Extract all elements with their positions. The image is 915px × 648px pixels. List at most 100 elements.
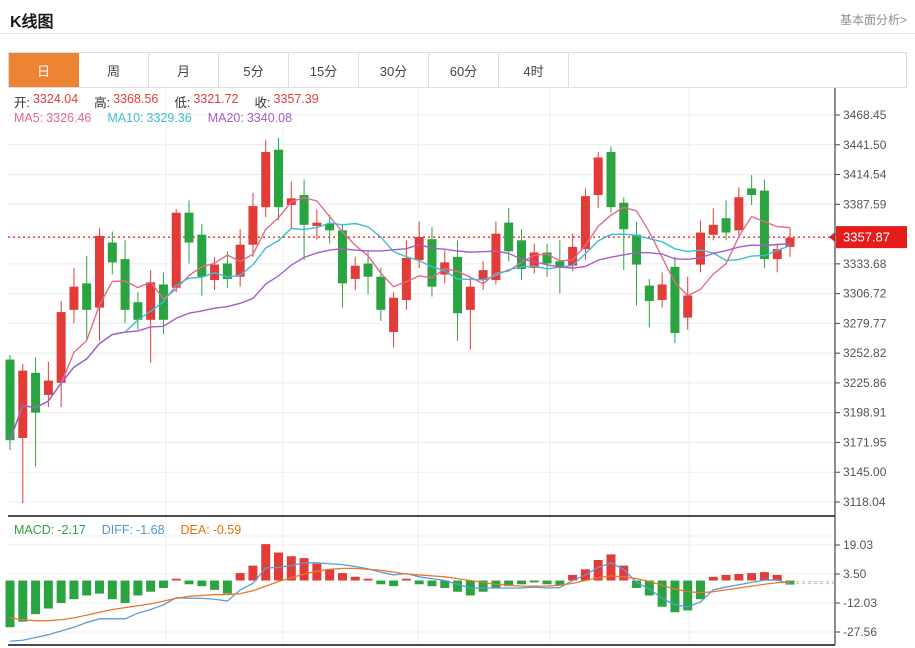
macd-bar [644, 580, 654, 596]
macd-bar [568, 574, 578, 581]
ma10-value: 3329.36 [146, 111, 192, 125]
macd-bar [171, 578, 181, 581]
price-axis-label: 3171.95 [843, 435, 887, 449]
candle-body [772, 249, 782, 260]
tab-period-1[interactable]: 日 [9, 53, 79, 87]
dea-label: DEA: [180, 523, 210, 537]
candle-body [785, 237, 795, 247]
macd-bar [82, 580, 92, 596]
candle-body [465, 286, 475, 310]
macd-axis-label: -12.03 [843, 596, 877, 610]
gridlines [8, 88, 835, 645]
macd-bar [184, 580, 194, 585]
price-axis-label: 3333.68 [843, 257, 887, 271]
candle-body [146, 282, 156, 320]
current-price-box [836, 226, 907, 249]
macd-bar [210, 580, 220, 590]
macd-bar [337, 573, 347, 581]
macd-axis-label: 19.03 [843, 538, 873, 552]
tab-period-8[interactable]: 4时 [499, 53, 569, 87]
macd-bar [555, 580, 565, 586]
current-price-label: 3357.87 [843, 230, 890, 245]
macd-axis-label: -27.56 [843, 625, 877, 639]
candle-body [580, 196, 590, 250]
candle-body [708, 224, 718, 235]
macd-bar [632, 580, 642, 589]
dea-line [9, 567, 791, 622]
tab-period-5[interactable]: 15分 [289, 53, 359, 87]
price-axis-label: 3198.91 [843, 406, 887, 420]
macd-bar [31, 580, 41, 615]
ohlc-readout: 开: 3324.04 高: 3368.56 低: 3321.72 收: 3357.39 [14, 92, 319, 111]
candle-body [248, 206, 258, 245]
tab-period-7[interactable]: 60分 [429, 53, 499, 87]
candle-body [337, 230, 347, 284]
ma5-line [9, 196, 791, 441]
tab-period-2[interactable]: 周 [79, 53, 149, 87]
axes: 3468.45 3441.50 3414.54 3387.59 3333.68 3306.… [8, 88, 907, 646]
macd-bar [619, 565, 629, 581]
candle-body [197, 234, 207, 277]
macd-bar [516, 580, 526, 585]
macd-bar [325, 569, 335, 581]
macd-bar [248, 565, 258, 581]
ma5-value: 3326.46 [46, 111, 92, 125]
price-axis-label: 3252.82 [843, 346, 887, 360]
candle-body [555, 261, 565, 268]
macd-series [5, 544, 834, 642]
macd-bar [695, 580, 705, 600]
tab-period-3[interactable]: 月 [149, 53, 219, 87]
close-label: 收: [254, 96, 271, 110]
candle-body [593, 157, 603, 196]
candle-body [453, 256, 463, 314]
candle-body [414, 236, 424, 261]
candlestick-series [5, 137, 795, 504]
candle-body [107, 242, 117, 263]
candle-body [695, 232, 705, 265]
low-label: 低: [174, 96, 191, 110]
macd-bar [43, 580, 53, 609]
tab-period-4[interactable]: 5分 [219, 53, 289, 87]
macd-bar [708, 576, 718, 581]
candle-body [683, 295, 693, 318]
macd-bar [529, 580, 539, 583]
candle-body [568, 246, 578, 266]
fundamental-analysis-link[interactable]: 基本面分析> [839, 13, 907, 27]
macd-bar [120, 580, 130, 603]
candle-body [734, 197, 744, 231]
open-value: 3324.04 [32, 92, 79, 106]
macd-bar [542, 580, 552, 585]
ma-readout: MA5: 3326.46 MA10: 3329.36 MA20: 3340.08 [14, 111, 292, 125]
ma5-label: MA5: [14, 111, 44, 125]
macd-value: -2.17 [57, 523, 86, 537]
macd-bar [593, 559, 603, 581]
macd-bar [146, 580, 156, 592]
macd-bar [734, 574, 744, 581]
diff-line [9, 562, 791, 642]
close-value: 3357.39 [273, 92, 319, 106]
candle-body [312, 222, 322, 226]
macd-bar [772, 574, 782, 581]
title-divider [0, 33, 915, 34]
candle-body [56, 312, 66, 383]
candle-body [171, 212, 181, 288]
macd-bar [95, 580, 105, 594]
tab-period-6[interactable]: 30分 [359, 53, 429, 87]
ma10-line [9, 222, 791, 441]
macd-bar [376, 580, 386, 585]
macd-bar [286, 556, 296, 581]
candle-body [657, 284, 667, 300]
macd-bar [759, 572, 769, 581]
macd-bar [107, 580, 117, 600]
diff-label: DIFF: [101, 523, 134, 537]
candle-body [721, 218, 731, 233]
macd-bar [363, 578, 373, 581]
candle-body [632, 234, 642, 265]
candle-body [261, 151, 271, 208]
candle-body [376, 276, 386, 310]
candle-body [542, 252, 552, 264]
price-axis-label: 3414.54 [843, 168, 887, 182]
macd-bar [197, 580, 207, 587]
macd-bar [747, 573, 757, 581]
